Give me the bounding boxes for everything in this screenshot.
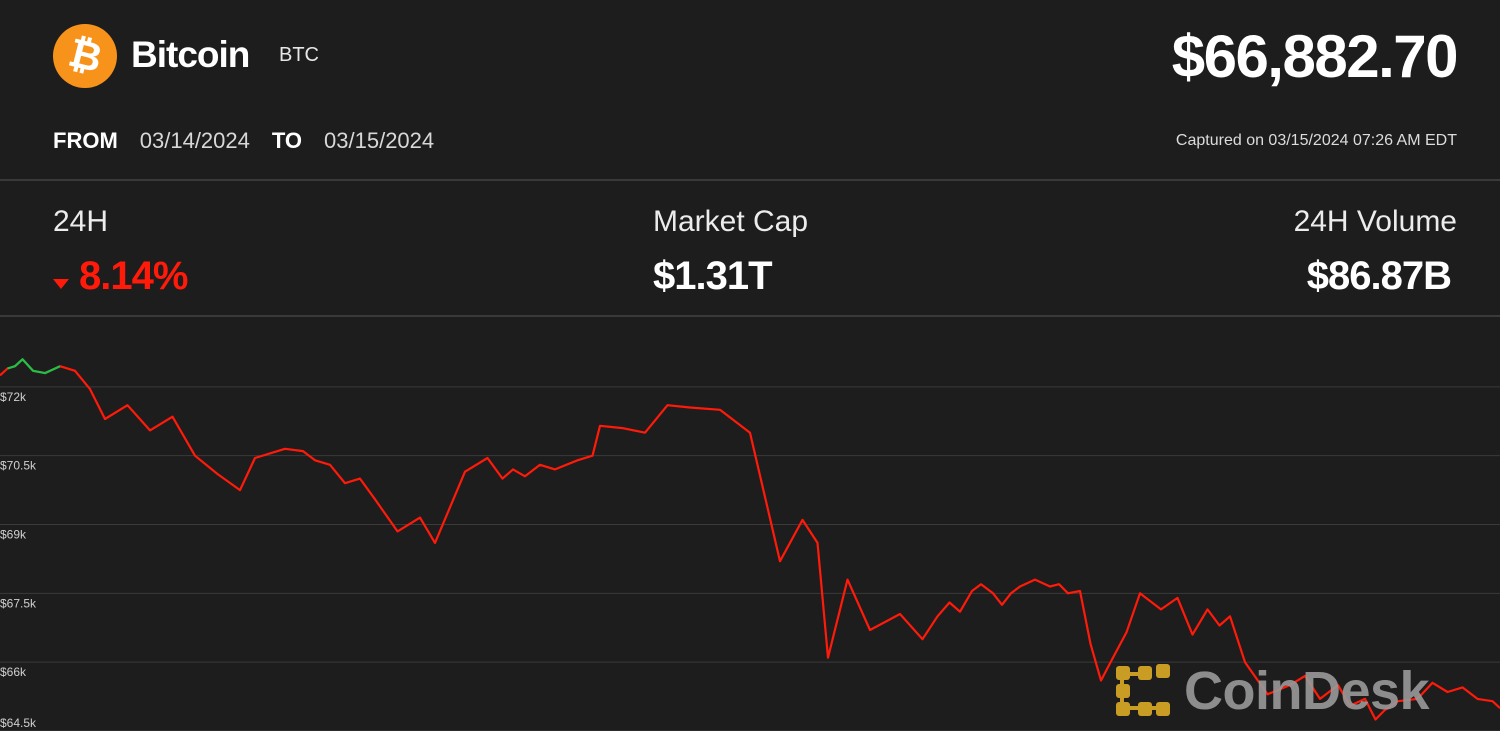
market-cap-label: Market Cap [653, 205, 809, 238]
range-to-label: TO [271, 128, 303, 153]
watermark-text: CoinDesk [1184, 661, 1430, 721]
change-label: 24H [53, 205, 109, 238]
price-line [0, 358, 1500, 721]
captured-timestamp: Captured on 03/15/2024 07:26 AM EDT [1175, 132, 1457, 149]
volume-label: 24H Volume [1293, 205, 1457, 238]
range-to-date: 03/15/2024 [324, 128, 435, 153]
stats-divider [0, 315, 1500, 317]
y-tick-label: $72k [0, 390, 27, 404]
change-indicator: 8.14% [53, 254, 188, 299]
market-cap-value: $1.31T [653, 254, 773, 298]
y-tick-label: $70.5k [0, 459, 37, 473]
price-line-up-segment [7, 358, 61, 375]
header-divider [0, 179, 1500, 181]
asset-price: $66,882.70 [1171, 23, 1459, 90]
bitcoin-logo-icon: ₿ [53, 24, 117, 88]
y-tick-label: $69k [0, 528, 27, 542]
coindesk-watermark: CoinDesk [1116, 660, 1430, 722]
change-value: 8.14% [79, 254, 188, 298]
volume-value: $86.87B [1306, 254, 1452, 298]
asset-name: Bitcoin [131, 34, 250, 75]
down-arrow-icon [53, 278, 69, 289]
range-from-date: 03/14/2024 [139, 128, 250, 153]
asset-ticker: BTC [279, 44, 319, 66]
range-from-label: FROM [53, 128, 118, 153]
y-tick-label: $66k [0, 665, 27, 679]
date-range: FROM 03/14/2024 TO 03/15/2024 [53, 128, 434, 154]
y-tick-label: $67.5k [0, 596, 37, 610]
y-tick-label: $64.5k [0, 716, 37, 730]
coindesk-logo-icon [1116, 664, 1170, 716]
